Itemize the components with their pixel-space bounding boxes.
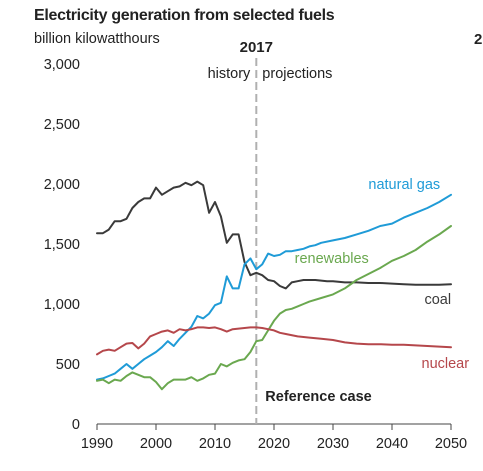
x-tick-label: 2030 [317, 436, 349, 452]
x-tick-label: 2050 [435, 436, 467, 452]
series-line-renewables [96, 225, 452, 391]
series-line-natural-gas [96, 193, 452, 381]
series-label-nuclear: nuclear [422, 356, 470, 372]
y-tick-label: 1,000 [44, 297, 80, 313]
series-labels: natural gas renewables coal nuclear [295, 177, 470, 372]
x-tick-label: 2000 [140, 436, 172, 452]
cropped-panel-fragment: 2 [474, 31, 483, 48]
y-tick-label: 0 [72, 417, 80, 433]
divider-year-label: 2017 [240, 39, 273, 56]
x-tick-label: 1990 [81, 436, 113, 452]
reference-case-label: Reference case [265, 389, 371, 405]
series-line-nuclear [96, 326, 452, 356]
x-tick-label: 2040 [376, 436, 408, 452]
projections-label: projections [262, 66, 332, 82]
y-tick-label: 2,500 [44, 117, 80, 133]
y-tick-label: 1,500 [44, 237, 80, 253]
series-label-renewables: renewables [295, 251, 369, 267]
chart-title: Electricity generation from selected fue… [34, 7, 335, 24]
history-label: history [208, 66, 251, 82]
x-tick-label: 2020 [258, 436, 290, 452]
x-axis: 1990 2000 2010 2020 2030 2040 2050 [81, 423, 467, 452]
series-label-natural-gas: natural gas [368, 177, 440, 193]
series-line-coal [96, 180, 452, 290]
history-projection-divider: 2017 history projections Reference case [208, 39, 372, 424]
chart-subtitle: billion kilowatthours [34, 31, 160, 47]
y-axis: 0 500 1,000 1,500 2,000 2,500 3,000 [44, 57, 80, 433]
x-tick-label: 2010 [199, 436, 231, 452]
y-tick-label: 2,000 [44, 177, 80, 193]
series-label-coal: coal [424, 292, 451, 308]
series-lines [96, 180, 452, 391]
y-tick-label: 3,000 [44, 57, 80, 73]
y-tick-label: 500 [56, 357, 80, 373]
